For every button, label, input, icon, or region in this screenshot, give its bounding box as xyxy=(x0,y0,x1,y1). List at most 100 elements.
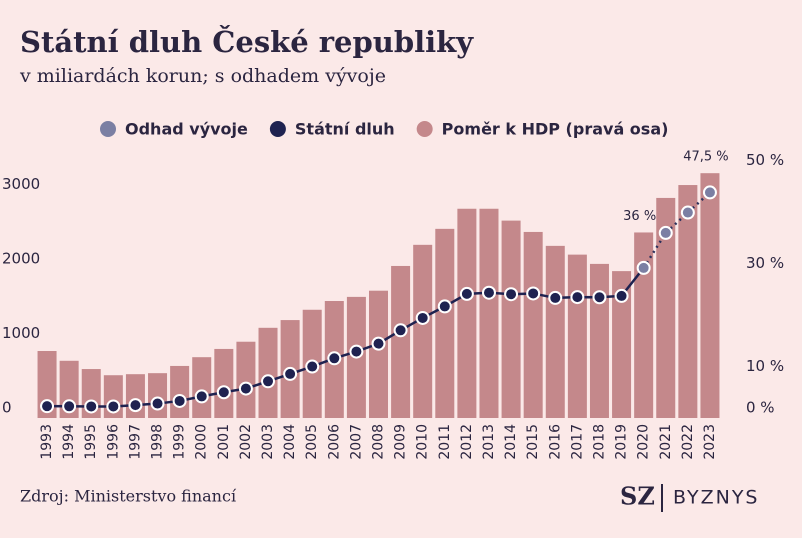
point xyxy=(150,396,165,411)
point xyxy=(238,381,253,396)
point xyxy=(84,399,99,414)
point xyxy=(349,344,364,359)
point xyxy=(172,393,187,408)
bar xyxy=(214,348,234,418)
value-label: 47,5 % xyxy=(683,150,728,165)
value-label: 36 % xyxy=(623,209,656,224)
x-tick-label: 2016 xyxy=(547,424,563,460)
point xyxy=(305,359,320,374)
x-tick-label: 2013 xyxy=(481,424,497,460)
bar xyxy=(258,327,278,418)
y2-tick-label: 30 % xyxy=(746,254,784,272)
bar xyxy=(634,232,654,418)
x-tick-label: 2007 xyxy=(348,424,364,460)
point xyxy=(570,290,585,305)
bar xyxy=(678,185,698,418)
point xyxy=(680,205,695,220)
legend-label: Poměr k HDP (pravá osa) xyxy=(442,120,669,139)
x-tick-label: 2022 xyxy=(680,424,696,460)
x-tick-label: 2018 xyxy=(591,424,607,460)
point xyxy=(526,286,541,301)
source: Zdroj: Ministerstvo financí xyxy=(20,487,237,506)
x-tick-label: 2010 xyxy=(415,424,431,460)
legend-label: Státní dluh xyxy=(295,120,395,139)
x-tick-label: 1993 xyxy=(39,424,55,460)
point xyxy=(393,323,408,338)
x-tick-label: 2015 xyxy=(525,424,541,460)
legend-marker xyxy=(269,121,286,137)
bar xyxy=(479,208,499,418)
point xyxy=(261,374,276,389)
point xyxy=(327,351,342,366)
x-tick-label: 2008 xyxy=(371,424,387,460)
point xyxy=(128,398,143,413)
x-tick-label: 2021 xyxy=(658,424,674,460)
bar xyxy=(368,290,389,418)
y-tick-label: 3000 xyxy=(2,175,40,193)
bar xyxy=(391,265,411,418)
x-tick-label: 2014 xyxy=(503,424,519,460)
x-tick-label: 1995 xyxy=(83,424,99,460)
x-tick-label: 2001 xyxy=(216,424,232,460)
y-tick-label: 1000 xyxy=(2,324,40,342)
x-tick-label: 1996 xyxy=(105,424,121,460)
x-tick-label: 1997 xyxy=(127,424,143,460)
y-tick-label: 0 xyxy=(2,399,12,417)
bar xyxy=(457,208,477,418)
x-tick-label: 2017 xyxy=(569,424,585,460)
x-tick-label: 2006 xyxy=(326,424,342,460)
y-tick-label: 2000 xyxy=(2,250,40,268)
bar xyxy=(435,228,455,418)
x-tick-label: 2023 xyxy=(702,424,718,460)
x-tick-label: 2019 xyxy=(614,424,630,460)
point xyxy=(548,290,563,305)
x-tick-label: 1999 xyxy=(172,424,188,460)
point xyxy=(459,286,474,301)
bar xyxy=(413,244,433,418)
legend-marker xyxy=(416,121,433,137)
bar xyxy=(523,231,543,418)
point xyxy=(592,290,607,305)
bar xyxy=(567,254,587,418)
x-tick-label: 2020 xyxy=(636,424,652,460)
bar xyxy=(656,197,676,418)
point xyxy=(481,285,496,300)
point xyxy=(40,399,55,414)
x-tick-label: 1998 xyxy=(150,424,166,460)
bar xyxy=(170,365,190,418)
bar xyxy=(545,245,565,418)
legend-marker xyxy=(100,121,116,137)
point xyxy=(658,225,673,240)
bar xyxy=(192,357,212,418)
point xyxy=(371,336,386,351)
bar xyxy=(236,341,256,418)
x-tick-label: 2002 xyxy=(238,424,254,460)
x-tick-label: 2011 xyxy=(437,424,453,460)
point xyxy=(106,399,121,414)
x-tick-label: 2009 xyxy=(393,424,409,460)
y2-tick-label: 0 % xyxy=(746,399,775,417)
point xyxy=(283,366,298,381)
point xyxy=(702,185,717,200)
point xyxy=(194,389,209,404)
x-tick-label: 2003 xyxy=(260,424,276,460)
point xyxy=(437,299,452,314)
bar xyxy=(612,271,632,418)
bar xyxy=(589,263,609,418)
point xyxy=(636,260,651,275)
point xyxy=(504,287,519,302)
point xyxy=(216,385,231,400)
logo-text: BYZNYS xyxy=(673,487,760,509)
point xyxy=(415,310,430,325)
legend-label: Odhad vývoje xyxy=(125,120,248,139)
chart-subtitle: v miliardách korun; s odhadem vývoje xyxy=(19,65,386,87)
logo: SZ xyxy=(620,482,655,511)
bar xyxy=(700,173,720,418)
y2-tick-label: 10 % xyxy=(746,357,784,375)
x-tick-label: 2004 xyxy=(282,424,298,460)
bar xyxy=(501,220,521,418)
chart-title: Státní dluh České republiky xyxy=(20,24,474,59)
x-tick-label: 2000 xyxy=(194,424,210,460)
x-tick-label: 2012 xyxy=(459,424,475,460)
y2-tick-label: 50 % xyxy=(746,151,784,169)
